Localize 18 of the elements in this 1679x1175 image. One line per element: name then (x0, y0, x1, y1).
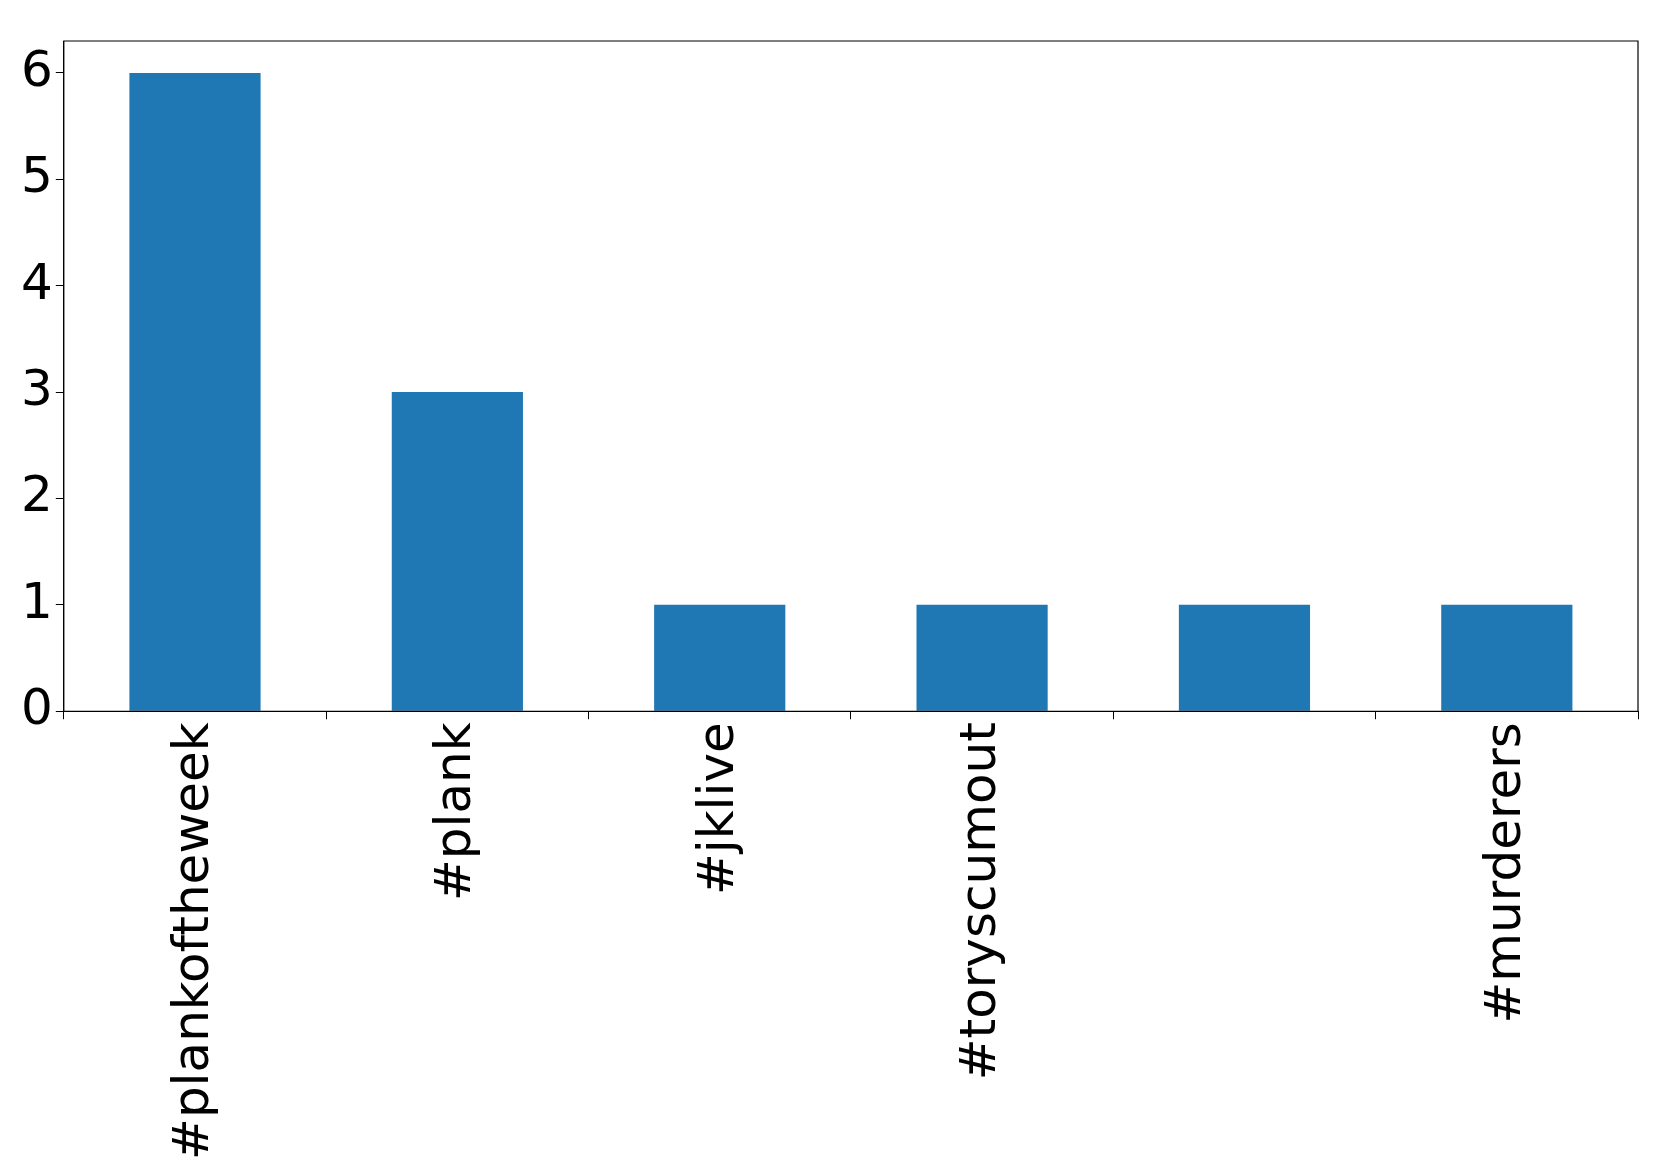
bar (916, 604, 1048, 711)
bar (654, 604, 786, 711)
bar (1178, 604, 1311, 711)
y-tick-label: 4 (21, 252, 53, 311)
bar (129, 72, 261, 711)
y-tick-label: 0 (21, 678, 53, 737)
x-tick-label: #murderers (1473, 722, 1532, 1024)
y-tick-label: 2 (21, 465, 53, 524)
bar (391, 392, 523, 711)
x-tick-label: #plank (424, 722, 483, 902)
x-tick-label: #jklive (686, 722, 745, 896)
y-tick-label: 3 (21, 359, 53, 418)
bar (1441, 604, 1573, 711)
y-tick-label: 1 (21, 571, 53, 630)
x-tick-label: #plankoftheweek (161, 722, 220, 1161)
y-tick-label: 5 (21, 146, 53, 205)
x-tick-label: #toryscumout (949, 722, 1008, 1081)
y-tick-label: 6 (21, 39, 53, 98)
